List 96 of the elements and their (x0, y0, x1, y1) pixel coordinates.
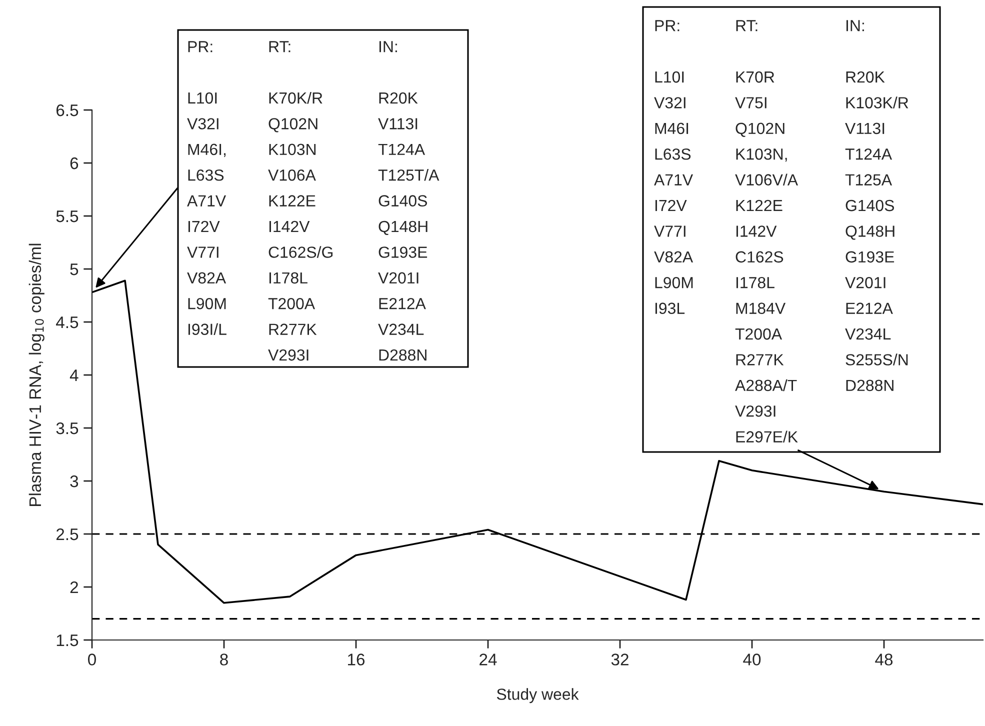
annotation: A71V (187, 195, 226, 206)
annotation: V82A (187, 272, 226, 284)
annotation: E297E/K (736, 430, 798, 442)
y-tick-label: 3 (70, 475, 78, 488)
annotation: V32I (187, 118, 218, 130)
y-tick-label: 5.5 (56, 210, 78, 222)
annotation: Q102N (736, 122, 784, 137)
annotation: V113I (378, 118, 418, 130)
text: RT: (736, 20, 758, 32)
x-tick-label: 40 (743, 654, 761, 666)
text: K70R (736, 71, 774, 83)
annotation: I93L (655, 302, 685, 314)
annotation: V293I (735, 405, 776, 417)
annotation: V82A (654, 251, 694, 263)
y-tick-label: 1.5 (56, 634, 78, 646)
y-tick-label: 6.5 (56, 104, 78, 116)
text: PR: (188, 41, 212, 52)
text: IN: (379, 41, 397, 52)
annotation: T124A (378, 144, 426, 155)
annotation: K122E (269, 195, 316, 206)
annotation: M46I, (188, 144, 226, 157)
annotation: L63S (655, 148, 691, 160)
annotation: V234L (378, 324, 424, 335)
annotation: C162S (736, 251, 784, 263)
annotation: V234L (845, 328, 891, 340)
y-tick-label: 4 (70, 370, 78, 382)
annotation: Q102N (268, 118, 318, 132)
text: R20K (379, 92, 418, 104)
annotation: M46I (655, 122, 688, 134)
x-tick-label: 48 (875, 654, 893, 666)
annotation: R277K (269, 324, 317, 335)
annotation: I93I/L (188, 323, 226, 335)
annotation: A288A/T (735, 379, 797, 392)
annotation: L90M (188, 298, 226, 310)
annotation: S255S/N (846, 354, 908, 366)
text: RT: (269, 41, 290, 52)
annotation: Q148H (846, 226, 894, 240)
annotation: G140S (846, 200, 894, 212)
annotation: I72V (655, 200, 687, 212)
y-tick-label: 2.5 (56, 528, 78, 540)
y-tick-label: 4.5 (56, 316, 78, 328)
annotation: G193E (378, 246, 428, 258)
annotation: E212A (379, 298, 426, 310)
y-tick-label: 5 (70, 264, 78, 276)
annotation: C162S/G (268, 246, 333, 258)
x-tick-label: 8 (220, 654, 228, 666)
annotation: T124A (845, 148, 892, 160)
text: IN: (846, 20, 864, 32)
annotation: D288N (379, 349, 426, 361)
y-tick-label: 3.5 (56, 422, 78, 434)
text: PR: (655, 20, 680, 32)
x-tick-label: 24 (480, 654, 497, 666)
annotation: V106A (268, 169, 316, 181)
annotation: L63S (188, 169, 224, 181)
x-tick-label: 16 (348, 654, 365, 666)
annotation: I178L (269, 272, 308, 284)
y-tick-label: 2 (70, 581, 78, 594)
text: V75I (735, 97, 766, 108)
annotation: M184V (736, 302, 786, 314)
annotation: V293I (268, 349, 308, 361)
text: L10I (188, 92, 217, 104)
annotation: V106V/A (735, 174, 798, 186)
annotation: T125A (845, 174, 892, 186)
annotation: V77I (654, 226, 686, 237)
annotation: K103N (269, 144, 316, 156)
annotation: V77I (187, 246, 218, 258)
annotation: I142V (736, 226, 777, 237)
annotation: L90M (655, 276, 693, 288)
annotation: Q148H (378, 220, 428, 236)
y-tick-label: 6 (70, 157, 78, 170)
annotation: G193E (846, 251, 894, 263)
annotation: K103N, (736, 148, 787, 162)
annotation: R277K (736, 354, 784, 366)
x-tick-label: 32 (611, 654, 628, 666)
annotation: K122E (736, 200, 782, 212)
annotation: T200A (735, 328, 782, 340)
annotation: I142V (269, 220, 310, 232)
text: L10I (655, 71, 684, 83)
text: K103K/R (846, 96, 908, 108)
annotation: V113I (845, 122, 884, 134)
text: K70K/R (269, 92, 322, 104)
annotation: V201I (378, 272, 418, 284)
text: V32I (654, 97, 686, 108)
text: R20K (846, 71, 885, 83)
annotation: T200A (268, 298, 316, 310)
x-tick-label: 0 (88, 654, 96, 666)
annotation: A71V (654, 174, 694, 186)
annotation: I178L (736, 276, 774, 288)
x-axis-title: Study week (496, 688, 579, 704)
annotation: E212A (846, 302, 893, 314)
annotation: T125T/A (378, 169, 440, 181)
annotation: V201I (845, 276, 886, 288)
annotation: I72V (188, 220, 220, 232)
annotation: D288N (846, 380, 894, 392)
annotation: G140S (378, 195, 427, 206)
y-axis-title: Plasma HIV-1 RNA, log$_{10}$ copies/ml (28, 244, 44, 506)
